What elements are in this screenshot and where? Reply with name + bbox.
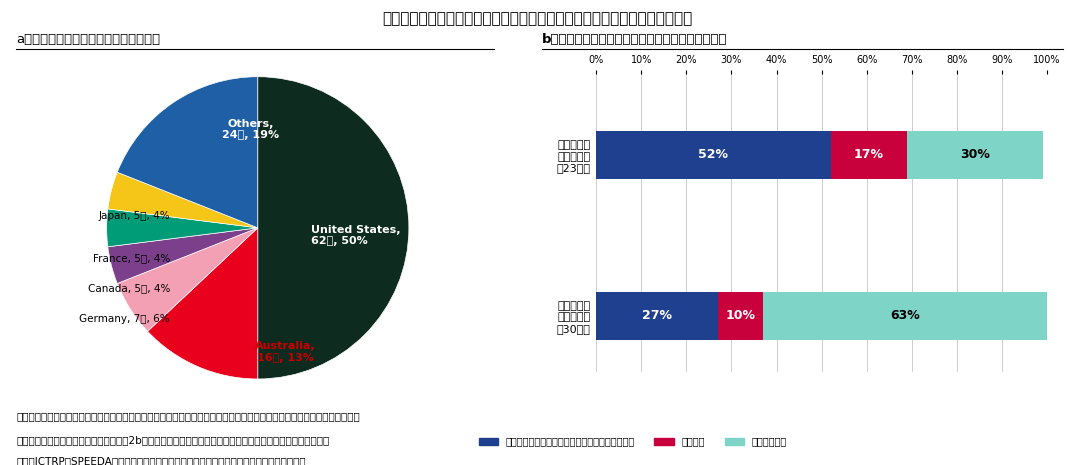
Legend: シリコンバレー／サンフランシスコ・ベイエリア, ボストン, その他エリア: シリコンバレー／サンフランシスコ・ベイエリア, ボストン, その他エリア <box>475 433 790 451</box>
Text: Canada, 5社, 4%: Canada, 5社, 4% <box>88 283 170 293</box>
Text: b）米国のデジタルメディスン関連企業の所在地域: b）米国のデジタルメディスン関連企業の所在地域 <box>542 33 728 46</box>
Text: 52%: 52% <box>698 148 728 161</box>
Text: Australia,
16社, 13%: Australia, 16社, 13% <box>255 341 316 363</box>
Text: Germany, 7社, 6%: Germany, 7社, 6% <box>79 313 170 324</box>
Text: 27%: 27% <box>642 309 672 322</box>
Text: に関与する場合は個別に集計した。図2b）では、マネタリサポートとして関与する企業は表示していない。: に関与する場合は個別に集計した。図2b）では、マネタリサポートとして関与する企業… <box>16 435 330 445</box>
Text: 30%: 30% <box>960 148 990 161</box>
Text: 63%: 63% <box>890 309 920 322</box>
Bar <box>596 131 830 179</box>
Text: United States,
62社, 50%: United States, 62社, 50% <box>310 225 401 246</box>
Wedge shape <box>258 77 409 379</box>
Text: 17%: 17% <box>854 148 884 161</box>
Wedge shape <box>107 172 258 228</box>
Wedge shape <box>117 77 258 228</box>
Text: a）デジタルメディスン関連企業の国籍: a）デジタルメディスン関連企業の国籍 <box>16 33 160 46</box>
Text: Japan, 5社, 4%: Japan, 5社, 4% <box>99 211 170 221</box>
Text: France, 5社, 4%: France, 5社, 4% <box>92 253 170 263</box>
Wedge shape <box>106 209 258 247</box>
Text: 10%: 10% <box>725 309 755 322</box>
Text: 図２　デジタルメディスンの臨床試験における企業の関与（国籍、所在地）: 図２ デジタルメディスンの臨床試験における企業の関与（国籍、所在地） <box>382 12 692 27</box>
Wedge shape <box>147 228 258 379</box>
Bar <box>717 292 763 340</box>
Bar <box>908 131 1043 179</box>
Bar <box>830 131 908 179</box>
Wedge shape <box>117 228 258 331</box>
Text: 注：各々の臨床試験に関与する企業を抽出しており、同一試験に複数企業が関与する場合、及び同一企業が異なる臨床試験: 注：各々の臨床試験に関与する企業を抽出しており、同一試験に複数企業が関与する場合… <box>16 412 360 422</box>
Text: Others,
24社, 19%: Others, 24社, 19% <box>221 119 279 140</box>
Bar <box>596 292 717 340</box>
Bar <box>763 292 1047 340</box>
Wedge shape <box>107 228 258 284</box>
Text: 出所：ICTRP、SPEEDA（株式会社ユーザーベース）及び各社ホームページをもとに筆者作成: 出所：ICTRP、SPEEDA（株式会社ユーザーベース）及び各社ホームページをも… <box>16 457 306 465</box>
